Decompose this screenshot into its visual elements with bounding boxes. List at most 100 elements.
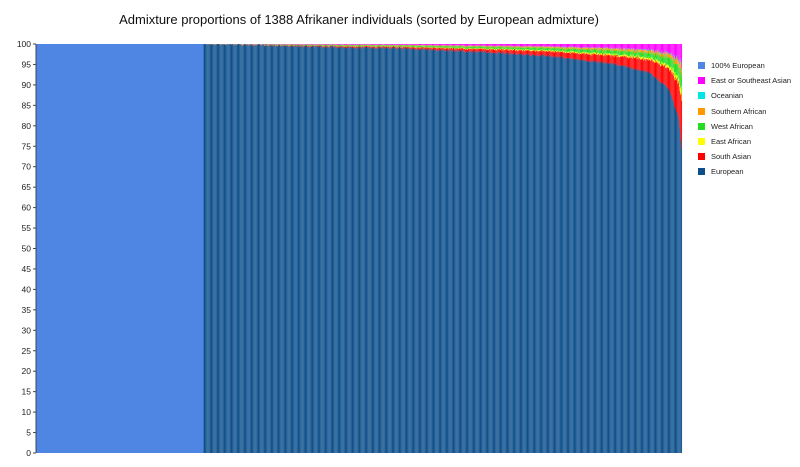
bar-segment-east-african	[434, 46, 435, 48]
bar-segment-southern-african	[507, 46, 508, 48]
bar-european	[303, 47, 304, 454]
bar-segment-west-african	[530, 47, 531, 50]
bar-european	[221, 44, 223, 453]
bar-segment-east-or-southeast-asian	[365, 44, 366, 45]
bar-european	[326, 46, 327, 453]
bar-segment-southern-african	[531, 46, 533, 49]
bar-segment-south-asian	[472, 49, 474, 53]
bar-segment-south-asian	[441, 47, 443, 50]
bar-segment-west-african	[533, 47, 535, 50]
bar-segment-south-asian	[541, 51, 542, 57]
bar-segment-south-asian	[331, 45, 332, 47]
bar-segment-east-or-southeast-asian	[468, 44, 469, 46]
bar-segment-west-african	[434, 45, 435, 47]
bar-segment-south-asian	[363, 46, 364, 49]
bar-segment-east-or-southeast-asian	[355, 44, 357, 45]
bar-segment-southern-african	[484, 46, 485, 48]
bar-segment-south-asian	[322, 46, 324, 48]
bar-segment-east-or-southeast-asian	[515, 44, 517, 46]
bar-segment-southern-african	[476, 45, 478, 47]
bar-segment-south-asian	[489, 48, 491, 52]
bar-segment-west-african	[338, 45, 340, 47]
bar-segment-south-asian	[413, 47, 415, 50]
bar-segment-west-african	[468, 46, 470, 49]
bar-segment-east-african	[472, 49, 474, 50]
bar-segment-south-asian	[286, 45, 288, 47]
bar-segment-east-african	[482, 47, 483, 49]
bar-segment-west-african	[512, 46, 514, 50]
bar-european	[331, 46, 333, 454]
bar-segment-south-asian	[401, 48, 402, 50]
bar-segment-east-or-southeast-asian	[492, 44, 494, 46]
bar-segment-southern-african	[499, 45, 501, 47]
bar-european	[412, 47, 413, 453]
bar-european	[510, 54, 511, 454]
bar-european	[212, 45, 214, 454]
bar-segment-west-african	[513, 47, 515, 50]
bar-segment-east-or-southeast-asian	[520, 44, 522, 47]
bar-segment-east-african	[450, 48, 452, 49]
bar-segment-west-african	[275, 44, 276, 46]
bar-segment-west-african	[389, 45, 391, 47]
bar-segment-west-african	[547, 47, 549, 51]
bar-segment-south-asian	[307, 46, 309, 48]
bar-segment-southern-african	[390, 45, 391, 46]
bar-segment-south-asian	[513, 50, 515, 55]
bar-segment-east-or-southeast-asian	[392, 44, 394, 46]
bar-segment-south-asian	[470, 48, 471, 52]
bar-european	[219, 44, 220, 453]
bar-european	[300, 46, 301, 453]
bar-segment-south-asian	[346, 46, 347, 48]
bar-european	[233, 45, 234, 453]
bar-european	[294, 46, 295, 453]
bar-segment-east-or-southeast-asian	[425, 44, 427, 45]
bar-segment-east-or-southeast-asian	[421, 44, 422, 45]
bar-european	[338, 47, 339, 453]
bar-european	[361, 48, 362, 453]
bar-european	[291, 46, 293, 454]
bar-european	[410, 48, 411, 453]
bar-segment-south-asian	[340, 45, 341, 47]
bar-segment-south-asian	[277, 45, 279, 47]
bar-european	[383, 47, 385, 454]
bar-segment-south-asian	[290, 45, 292, 47]
bar-segment-west-african	[458, 46, 459, 49]
bar-segment-west-african	[488, 46, 489, 50]
bar-segment-west-african	[463, 46, 465, 48]
bar-european	[508, 54, 509, 454]
bar-segment-west-african	[494, 47, 496, 50]
bar-segment-south-asian	[471, 48, 473, 51]
bar-segment-east-or-southeast-asian	[394, 44, 396, 45]
bar-segment-southern-african	[513, 46, 514, 48]
bar-segment-west-african	[501, 46, 503, 48]
bar-european	[538, 55, 540, 453]
bar-segment-southern-african	[493, 45, 494, 47]
bar-segment-south-asian	[399, 47, 401, 50]
bar-segment-east-african	[444, 47, 446, 49]
bar-segment-southern-african	[385, 44, 387, 46]
bar-segment-east-or-southeast-asian	[497, 44, 499, 46]
bar-segment-east-or-southeast-asian	[354, 44, 355, 45]
bar-european	[284, 44, 286, 453]
bar-european	[481, 51, 482, 453]
bar-segment-west-african	[337, 45, 339, 47]
bar-segment-west-african	[528, 46, 529, 50]
bar-segment-south-asian	[442, 47, 444, 50]
bar-segment-east-or-southeast-asian	[337, 44, 338, 45]
bar-segment-east-or-southeast-asian	[536, 44, 538, 47]
bar-segment-east-african	[512, 49, 514, 51]
bar-segment-south-asian	[531, 50, 532, 56]
bar-segment-south-asian	[432, 48, 433, 51]
bar-segment-south-asian	[345, 46, 347, 48]
bar-segment-east-african	[463, 47, 465, 49]
bar-european	[467, 52, 468, 454]
bar-segment-west-african	[523, 47, 524, 50]
bar-european	[408, 48, 410, 454]
bar-segment-south-asian	[295, 45, 296, 47]
bar-european	[375, 48, 377, 454]
bar-segment-west-african	[355, 45, 356, 47]
bar-european	[463, 51, 465, 453]
bar-european	[341, 46, 343, 453]
bar-segment-southern-african	[385, 45, 387, 46]
